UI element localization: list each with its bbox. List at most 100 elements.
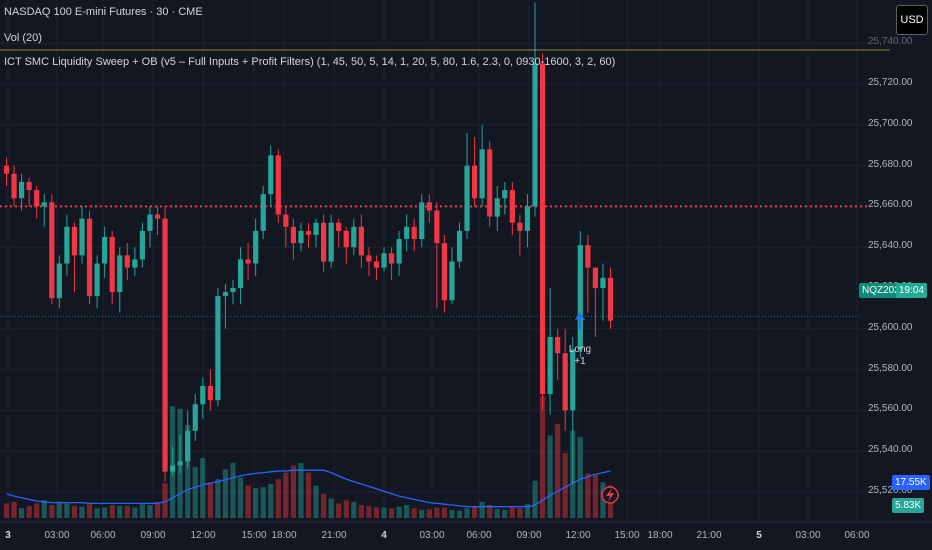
candle-body bbox=[555, 336, 561, 354]
candle-body bbox=[237, 259, 244, 288]
symbol-title[interactable]: NASDAQ 100 E-mini Futures · 30 · CME bbox=[4, 6, 203, 18]
time-label: 09:00 bbox=[140, 530, 166, 541]
candle bbox=[26, 177, 32, 207]
candle bbox=[449, 247, 455, 305]
candle-body bbox=[245, 259, 251, 264]
volume-bar bbox=[321, 493, 327, 518]
candle bbox=[434, 202, 440, 309]
candle-body bbox=[207, 385, 213, 401]
volume-bar bbox=[585, 473, 591, 518]
volume-ma-path bbox=[6, 469, 611, 508]
volume-bar bbox=[366, 505, 372, 518]
volume-tag: 17.55K bbox=[892, 475, 930, 490]
candle-body bbox=[185, 430, 191, 462]
candle-body bbox=[200, 385, 206, 405]
candle bbox=[577, 230, 583, 358]
volume-bar bbox=[275, 479, 281, 518]
candle bbox=[132, 247, 138, 276]
candle-body bbox=[19, 181, 25, 199]
candle-body bbox=[34, 190, 40, 207]
volume-bar bbox=[139, 504, 145, 518]
time-label: 03:00 bbox=[419, 530, 445, 541]
candle bbox=[328, 214, 334, 268]
volume-bar bbox=[245, 485, 251, 518]
candle bbox=[419, 194, 425, 248]
volume-bar bbox=[19, 508, 25, 518]
candle-body bbox=[585, 245, 591, 268]
volume-bar bbox=[419, 509, 425, 518]
candle-body bbox=[109, 237, 115, 293]
candle bbox=[192, 394, 198, 441]
candle-body bbox=[373, 261, 380, 268]
volume-bar bbox=[562, 453, 568, 518]
time-label: 06:00 bbox=[466, 530, 492, 541]
candle-body bbox=[517, 222, 523, 231]
volume-bar bbox=[117, 505, 123, 518]
candle-body bbox=[313, 222, 319, 235]
volume-bar bbox=[253, 488, 259, 518]
volume-ma-line bbox=[6, 469, 611, 508]
time-label: 03:00 bbox=[795, 530, 821, 541]
signal-label-long: Long bbox=[568, 344, 592, 355]
volume-bar bbox=[56, 501, 62, 518]
volume-bar bbox=[86, 504, 93, 518]
time-label: 15:00 bbox=[241, 530, 267, 541]
price-label: 25,700.00 bbox=[868, 117, 913, 129]
candle-body bbox=[49, 202, 55, 299]
candle-body bbox=[11, 173, 17, 199]
volume-bar bbox=[200, 458, 206, 518]
volume-bar bbox=[343, 500, 349, 518]
candle bbox=[102, 226, 108, 278]
volume-bar bbox=[487, 505, 493, 518]
volume-bar bbox=[509, 507, 515, 518]
candle bbox=[494, 186, 500, 231]
candle-body bbox=[290, 226, 296, 244]
candle bbox=[162, 206, 168, 482]
strategy-title[interactable]: ICT SMC Liquidity Sweep + OB (v5 – Full … bbox=[4, 56, 616, 68]
price-label: 25,520.00 bbox=[868, 485, 913, 496]
candle bbox=[472, 137, 478, 207]
volume-bar bbox=[532, 480, 538, 518]
candle bbox=[411, 218, 417, 252]
candle bbox=[592, 267, 598, 337]
volume-bar bbox=[290, 465, 296, 518]
candle-body bbox=[268, 155, 274, 195]
candle bbox=[94, 255, 100, 309]
candle-body bbox=[343, 230, 349, 248]
candle-body bbox=[600, 277, 606, 288]
price-label: 25,600.00 bbox=[868, 321, 913, 333]
currency-button[interactable]: USD bbox=[896, 5, 928, 35]
candle bbox=[34, 186, 40, 219]
candle bbox=[404, 214, 410, 252]
candle-body bbox=[577, 245, 583, 350]
candle bbox=[253, 218, 259, 276]
long-signal-arrow bbox=[574, 312, 586, 330]
candle-body bbox=[117, 255, 123, 293]
candle-body bbox=[434, 210, 440, 244]
volume-indicator-label[interactable]: Vol (20) bbox=[4, 32, 42, 44]
candle-body bbox=[396, 239, 402, 264]
candle bbox=[215, 288, 221, 407]
volume-bar bbox=[215, 479, 221, 518]
volume-bar bbox=[434, 507, 440, 518]
candle bbox=[177, 434, 183, 474]
candle bbox=[19, 173, 25, 211]
time-label: 5 bbox=[756, 530, 762, 541]
candle bbox=[509, 181, 515, 235]
candle-body bbox=[404, 226, 410, 240]
candle-body bbox=[147, 214, 153, 231]
time-label: 3 bbox=[5, 530, 11, 541]
volume-bar bbox=[479, 501, 485, 518]
candle-body bbox=[487, 149, 493, 217]
candle bbox=[313, 218, 319, 248]
candle bbox=[388, 247, 395, 280]
candle bbox=[245, 243, 251, 280]
event-lightning-icon[interactable] bbox=[601, 486, 619, 504]
candle-body bbox=[71, 226, 78, 256]
candle bbox=[373, 255, 380, 280]
volume-bar bbox=[351, 501, 357, 518]
time-label: 15:00 bbox=[614, 530, 640, 541]
volume-bar bbox=[456, 510, 463, 518]
volume-bar bbox=[305, 472, 312, 518]
